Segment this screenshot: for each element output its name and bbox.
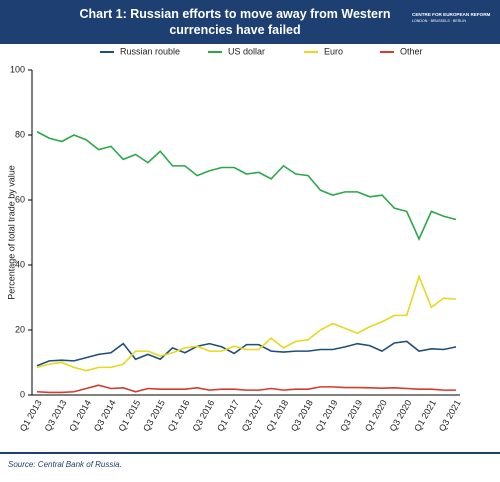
x-tick-label: Q1 2021 [412, 398, 438, 433]
logo-name: CENTRE FOR EUROPEAN REFORM [412, 12, 491, 17]
x-tick-label: Q3 2015 [141, 398, 167, 433]
logo: CENTRE FOR EUROPEAN REFORM LONDON · BRUS… [412, 12, 496, 23]
chart: Russian rouble US dollar Euro Other Percenta… [6, 46, 463, 433]
logo-cities: LONDON · BRUSSELS · BERLIN [412, 19, 466, 23]
series-line [36, 384, 456, 394]
x-tick-label: Q3 2014 [92, 398, 118, 433]
x-tick-label: Q1 2013 [18, 398, 44, 433]
series-line [36, 340, 457, 367]
y-tick-label: 100 [10, 64, 25, 74]
x-tick-label: Q3 2020 [388, 398, 414, 433]
x-tick-label: Q1 2016 [166, 398, 192, 433]
x-tick-label: Q1 2015 [116, 398, 142, 433]
y-tick-label: 60 [15, 194, 25, 204]
chart-title: Chart 1: Russian efforts to move away fr… [79, 7, 391, 37]
series-line [36, 273, 457, 372]
x-tick-label: Q3 2021 [437, 398, 463, 433]
legend-label: Other [400, 46, 423, 56]
y-axis-label: Percentage of total trade by value [6, 165, 16, 300]
x-tick-label: Q1 2020 [363, 398, 389, 433]
x-tick-label: Q3 2017 [240, 398, 266, 433]
x-tick-label: Q3 2019 [338, 398, 364, 433]
series-line [36, 131, 457, 241]
legend-label: US dollar [228, 46, 265, 56]
x-tick-label: Q1 2017 [215, 398, 241, 433]
y-tick-label: 20 [15, 324, 25, 334]
x-tick-label: Q3 2016 [190, 398, 216, 433]
x-tick-label: Q1 2014 [67, 398, 93, 433]
x-tick-label: Q1 2019 [314, 398, 340, 433]
footer: Source: Central Bank of Russia. [0, 452, 500, 469]
y-tick-label: 80 [15, 129, 25, 139]
legend-label: Euro [324, 46, 343, 56]
x-tick-label: Q1 2018 [264, 398, 290, 433]
source: Source: Central Bank of Russia. [8, 460, 122, 469]
x-tick-label: Q3 2018 [289, 398, 315, 433]
legend-label: Russian rouble [120, 46, 180, 56]
x-tick-label: Q3 2013 [43, 398, 69, 433]
y-tick-label: 0 [20, 389, 25, 399]
header: Chart 1: Russian efforts to move away fr… [0, 0, 500, 44]
y-tick-label: 40 [15, 259, 25, 269]
